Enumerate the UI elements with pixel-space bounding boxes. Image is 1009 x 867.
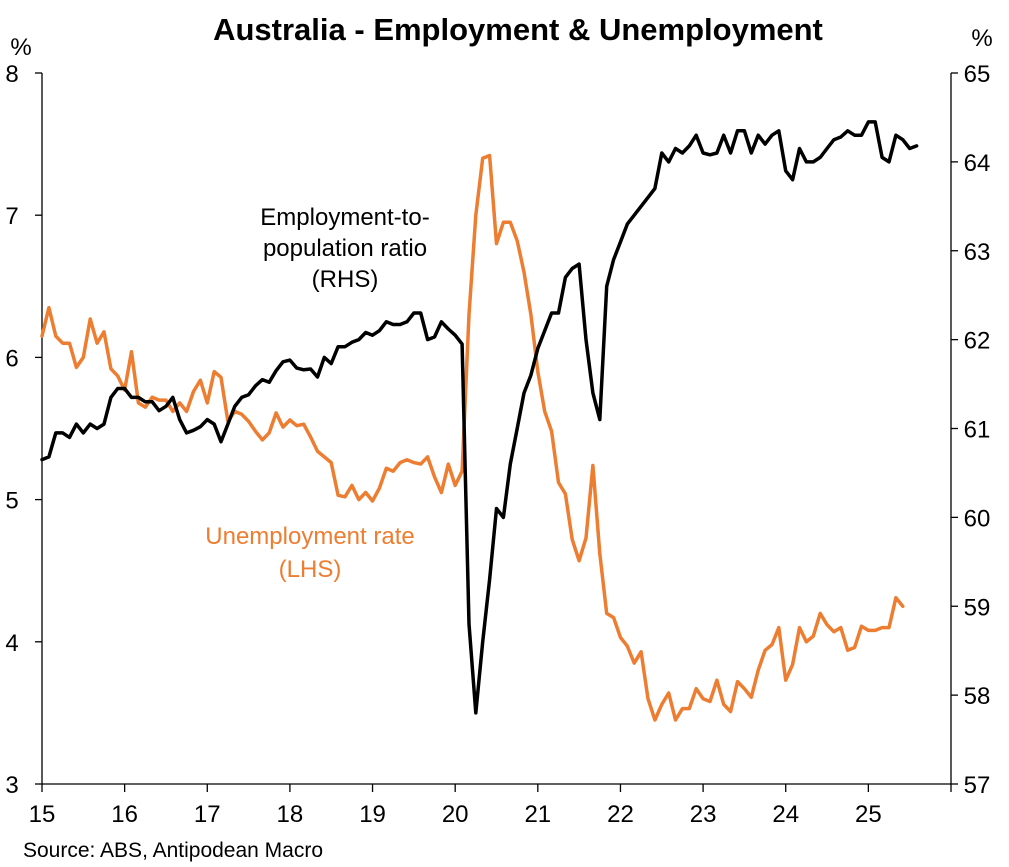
left-tick-label: 6	[5, 345, 18, 372]
axes: 3 4 5 6 7 8 57 58 59 60 61 62 63 64 65 15 16 17 18 19 20 21 22…	[5, 61, 990, 828]
x-tick-label: 17	[194, 801, 221, 828]
left-tick-label: 4	[5, 630, 18, 657]
employment-ratio-label-line: Employment-to-	[260, 204, 429, 231]
series-layer	[40, 120, 919, 722]
source-note: Source: ABS, Antipodean Macro	[23, 839, 323, 862]
left-tick-label: 7	[5, 203, 18, 230]
right-tick-label: 64	[964, 150, 991, 177]
employment-ratio-label-line: population ratio	[263, 235, 427, 262]
x-tick-label: 20	[442, 801, 469, 828]
left-tick-label: 8	[5, 61, 18, 88]
right-tick-label: 57	[964, 772, 991, 799]
left-tick-label: 5	[5, 488, 18, 515]
left-axis-unit: %	[10, 34, 31, 61]
x-tick-label: 22	[607, 801, 634, 828]
x-tick-label: 18	[277, 801, 304, 828]
right-tick-label: 59	[964, 594, 991, 621]
x-tick-label: 25	[855, 801, 882, 828]
right-tick-label: 65	[964, 61, 991, 88]
x-tick-label: 15	[29, 801, 56, 828]
x-tick-label: 21	[524, 801, 551, 828]
right-tick-label: 63	[964, 239, 991, 266]
right-axis-unit: %	[971, 25, 992, 52]
right-tick-label: 58	[964, 683, 991, 710]
x-tick-label: 23	[690, 801, 717, 828]
x-tick-label: 19	[359, 801, 386, 828]
right-tick-label: 62	[964, 328, 991, 355]
right-tick-label: 61	[964, 417, 991, 444]
employment-ratio-label-line: (RHS)	[312, 266, 379, 293]
employment-ratio-line	[40, 120, 919, 715]
series-labels: Unemployment rate (LHS) Employment-to-popu…	[205, 204, 429, 583]
x-tick-label: 16	[111, 801, 138, 828]
right-tick-label: 60	[964, 505, 991, 532]
x-tick-label: 24	[772, 801, 799, 828]
unemployment-rate-line	[40, 153, 905, 722]
unemployment-label-line: Unemployment rate	[205, 523, 414, 550]
unemployment-label-line: (LHS)	[279, 556, 342, 583]
chart-title: Australia - Employment & Unemployment	[213, 12, 823, 47]
left-tick-label: 3	[5, 772, 18, 799]
